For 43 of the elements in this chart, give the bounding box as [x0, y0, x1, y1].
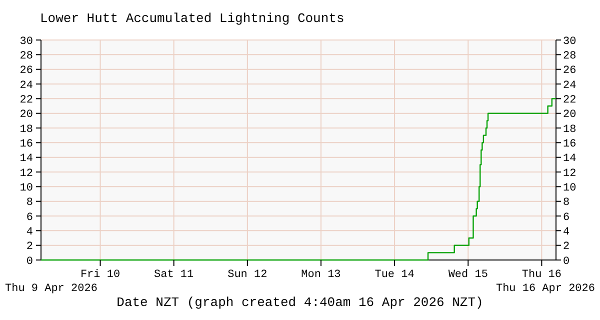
y2-tick-label: 12 — [563, 168, 576, 180]
y2-tick-label: 4 — [563, 226, 570, 239]
y-tick-label: 26 — [20, 65, 33, 78]
y2-tick-label: 16 — [563, 138, 576, 151]
y2-tick-label: 28 — [563, 50, 576, 63]
y2-tick-label: 30 — [563, 36, 576, 48]
y2-tick-label: 24 — [563, 80, 577, 92]
y-tick-label: 14 — [20, 153, 34, 166]
y-tick-label: 28 — [20, 50, 33, 63]
y-tick-label: 20 — [20, 109, 33, 122]
y2-tick-label: 20 — [563, 109, 576, 122]
y-tick-label: 18 — [20, 124, 33, 136]
y2-tick-label: 22 — [563, 94, 576, 107]
x-tick-label: Fri 10 — [80, 269, 120, 281]
y2-tick-label: 0 — [563, 256, 570, 268]
y2-tick-label: 6 — [563, 212, 570, 224]
y2-tick-label: 18 — [563, 124, 576, 136]
x-tick-label: Mon 13 — [301, 269, 341, 281]
y2-tick-label: 2 — [563, 241, 570, 254]
text: Thu 9 Apr 2026 — [5, 283, 98, 295]
y-tick-label: 0 — [26, 256, 33, 268]
y2-tick-label: 14 — [563, 153, 577, 166]
y2-tick-label: 10 — [563, 182, 576, 195]
y-tick-label: 16 — [20, 138, 33, 151]
x-tick-label: Sat 11 — [154, 269, 194, 281]
y-tick-label: 22 — [20, 94, 33, 107]
y-tick-label: 12 — [20, 168, 33, 180]
y-tick-label: 6 — [26, 212, 33, 224]
y-tick-label: 4 — [26, 226, 34, 239]
x-tick-label: Sun 12 — [228, 269, 268, 281]
y-tick-label: 30 — [20, 36, 33, 48]
y-tick-label: 2 — [26, 241, 33, 254]
y2-tick-label: 8 — [563, 197, 570, 210]
y-tick-label: 10 — [20, 182, 33, 195]
x-axis-title: Date NZT (graph created 4:40am 16 Apr 2026 NZT) — [116, 295, 484, 310]
y-tick-label: 8 — [26, 197, 33, 210]
y2-tick-label: 26 — [563, 65, 576, 78]
text: Thu 16 Apr 2026 — [496, 283, 595, 295]
x-tick-label: Thu 16 — [522, 269, 562, 281]
y-tick-label: 24 — [20, 80, 34, 92]
chart-title: Lower Hutt Accumulated Lightning Counts — [40, 11, 344, 26]
x-tick-label: Tue 14 — [374, 269, 415, 281]
x-tick-label: Wed 15 — [448, 269, 488, 281]
